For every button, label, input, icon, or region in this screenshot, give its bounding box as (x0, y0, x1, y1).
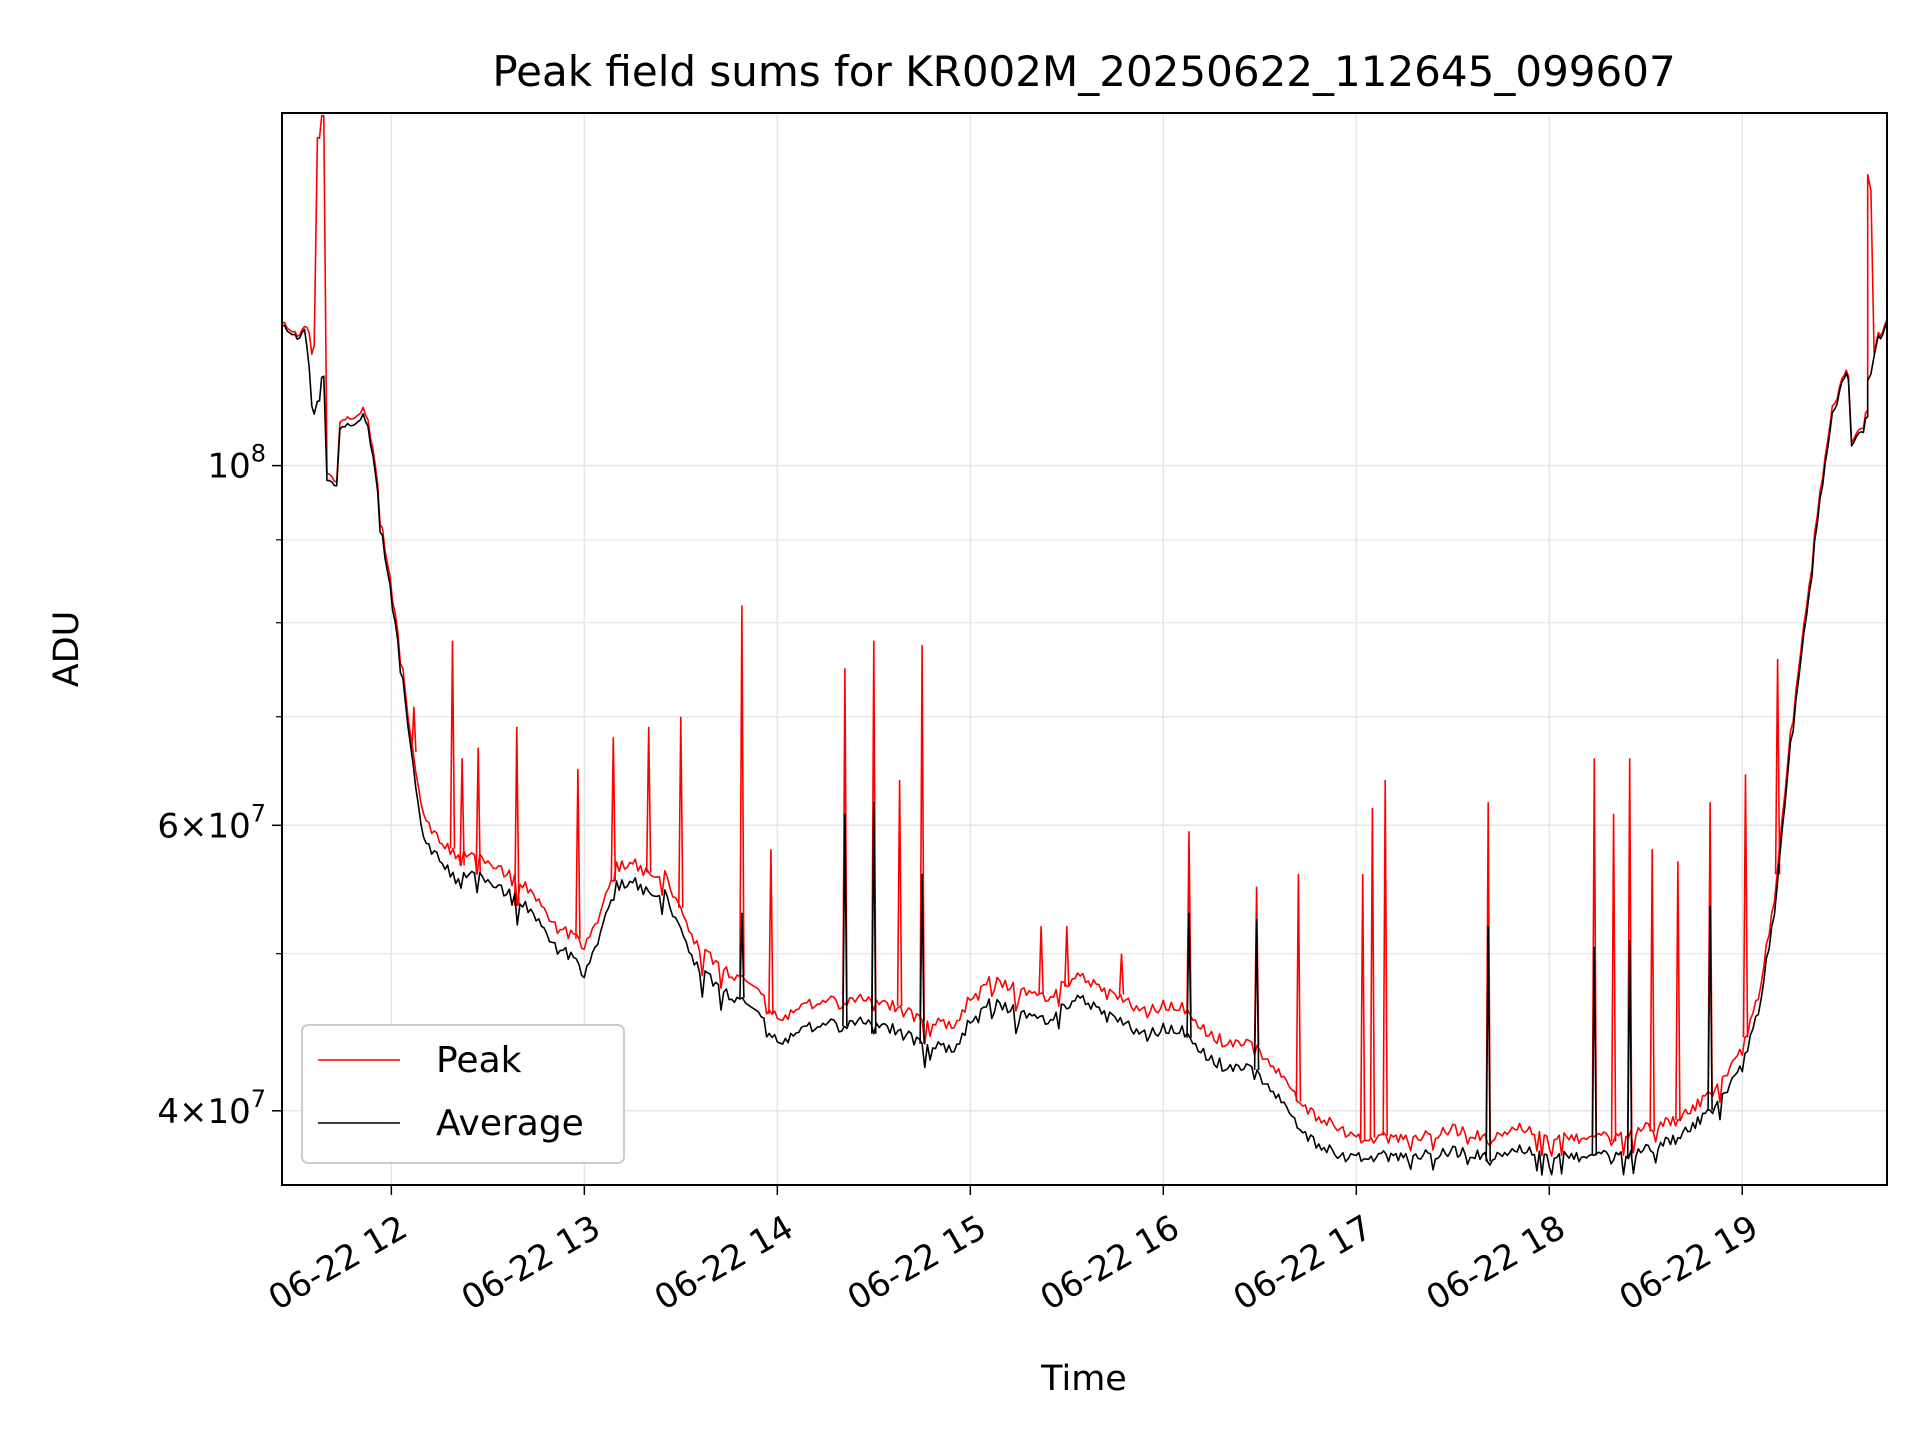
peak-spike (449, 640, 456, 849)
average-spike (1186, 912, 1192, 1038)
peak-spike (1382, 779, 1388, 1136)
peak-spike (1742, 774, 1749, 1038)
x-axis-title: Time (1040, 1359, 1127, 1399)
peak-spike (1649, 849, 1655, 1132)
peak-spike (1369, 807, 1376, 1138)
y-tick-label: 108 (207, 440, 266, 487)
y-axis: 4×107 6×107 108 (157, 440, 282, 1132)
average-spike (1626, 939, 1633, 1159)
peak-spike (1295, 873, 1302, 1102)
peak-spike (575, 768, 581, 939)
legend: Peak Average (301, 1024, 625, 1164)
average-spike (739, 912, 745, 998)
peak-spike (739, 605, 745, 976)
peak-spike (678, 716, 684, 908)
plot-frame (281, 112, 1888, 1186)
average-spike (871, 802, 877, 1034)
peak-spike (896, 779, 903, 1007)
peak-spike (768, 849, 774, 1015)
peak-spike (1774, 658, 1781, 875)
peak-spike (459, 758, 465, 866)
peak-spike (645, 726, 652, 873)
average-spike (842, 813, 848, 1027)
chart-title: Peak field sums for KR002M_20250622_1126… (492, 47, 1675, 96)
y-tick-label: 6×107 (157, 799, 266, 846)
peak-spike (1038, 926, 1044, 994)
peak-spike (1118, 953, 1125, 995)
legend-label-peak: Peak (436, 1040, 522, 1081)
peak-spike (514, 726, 520, 906)
series-average (282, 322, 1887, 1176)
peak-spike (1359, 873, 1366, 1141)
peak-spike (1675, 861, 1681, 1120)
peak-spike (919, 645, 925, 1021)
average-spike (1253, 919, 1260, 1071)
average-spike (1707, 905, 1713, 1111)
peak-spike (411, 706, 417, 752)
average-spike (919, 873, 925, 1044)
legend-label-average: Average (436, 1103, 584, 1144)
peak-spike (610, 737, 617, 882)
y-axis-title: ADU (47, 611, 87, 688)
plot-series (282, 114, 1887, 1176)
peak-spike (1610, 813, 1617, 1142)
average-spike (1591, 946, 1598, 1156)
peak-spike (475, 747, 481, 875)
average-spike (1485, 926, 1491, 1162)
y-tick-label: 4×107 (157, 1085, 266, 1132)
peak-spike (1064, 926, 1070, 987)
